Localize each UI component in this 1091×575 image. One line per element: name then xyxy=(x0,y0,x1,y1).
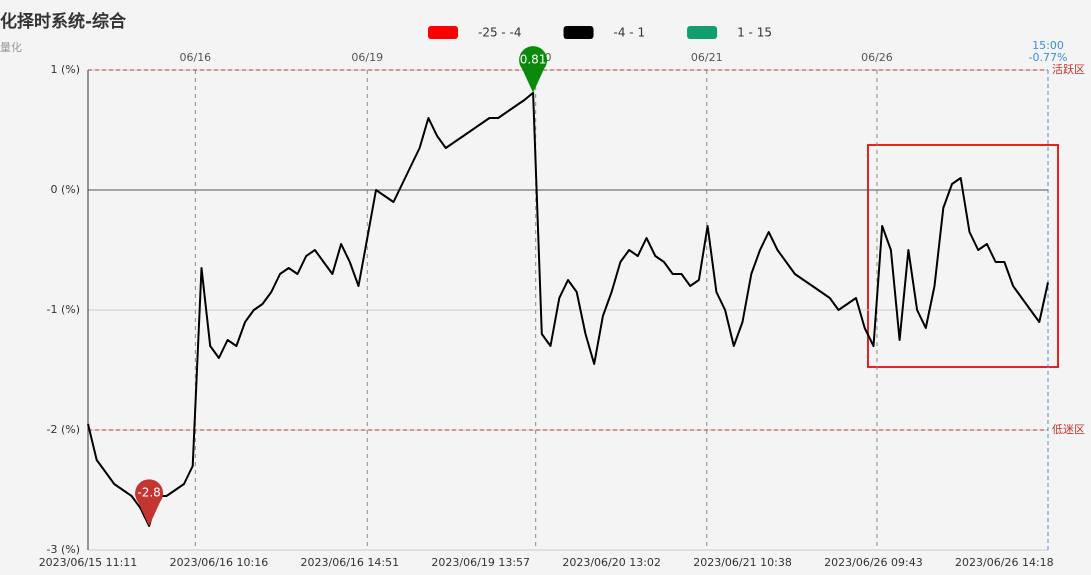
top-axis-label: 06/21 xyxy=(691,51,723,64)
x-tick-label: 2023/06/16 14:51 xyxy=(301,556,400,569)
top-axis-label: 06/19 xyxy=(351,51,383,64)
last-time: 15:00 xyxy=(1032,39,1064,52)
legend-swatch xyxy=(563,26,594,39)
y-tick-label: 0 (%) xyxy=(50,183,80,196)
last-value: -0.77% xyxy=(1029,51,1068,64)
chart-title: 化择时系统-综合 xyxy=(0,11,127,32)
top-axis-label: 06/26 xyxy=(861,51,893,64)
chart-subtitle: 量化 xyxy=(0,40,22,54)
legend-label: -25 - -4 xyxy=(478,26,522,40)
mark-line-label: 低迷区 xyxy=(1052,423,1085,436)
y-tick-label: 1 (%) xyxy=(50,63,80,76)
x-tick-label: 2023/06/16 10:16 xyxy=(170,556,269,569)
legend-label: -4 - 1 xyxy=(614,26,646,40)
x-tick-label: 2023/06/20 13:02 xyxy=(562,556,661,569)
y-tick-label: -1 (%) xyxy=(47,303,81,316)
y-tick-label: -3 (%) xyxy=(47,543,81,556)
y-tick-label: -2 (%) xyxy=(47,423,81,436)
legend-swatch xyxy=(428,26,458,39)
legend-label: 1 - 15 xyxy=(737,26,772,40)
x-tick-label: 2023/06/21 10:38 xyxy=(693,556,792,569)
x-tick-label: 2023/06/15 11:11 xyxy=(39,556,138,569)
mark-pin xyxy=(519,46,548,93)
mark-line-label: 活跃区 xyxy=(1052,62,1085,76)
x-tick-label: 2023/06/26 14:18 xyxy=(955,556,1054,569)
x-tick-label: 2023/06/26 09:43 xyxy=(824,556,923,569)
x-tick-label: 2023/06/19 13:57 xyxy=(431,556,530,569)
legend-swatch xyxy=(687,26,718,39)
mark-pin-label: -2.8 xyxy=(137,486,160,500)
line-series xyxy=(87,91,1049,527)
mark-pin xyxy=(135,479,164,526)
top-axis-label: 06/16 xyxy=(179,51,211,64)
mark-pin-label: 0.81 xyxy=(520,52,547,66)
highlight-box xyxy=(867,144,1059,368)
